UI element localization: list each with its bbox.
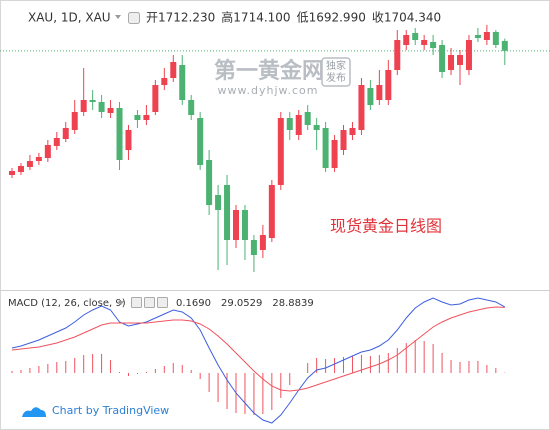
candle-body (412, 33, 419, 40)
candle-body (134, 115, 141, 120)
candle-body (295, 115, 302, 135)
readout-value: 1692.990 (309, 11, 366, 25)
candle-body (457, 55, 463, 65)
candle-body (394, 40, 401, 70)
candle-body (152, 85, 159, 112)
candle-body (125, 130, 132, 150)
candle-body (313, 125, 320, 130)
legend-value: 0.1690 (176, 298, 211, 309)
candle-body (62, 128, 69, 139)
candle-body (474, 35, 481, 38)
candle-body (98, 102, 105, 112)
candle-body (224, 185, 231, 240)
candle-body (53, 138, 60, 146)
candle-body (367, 88, 374, 105)
chart-title: XAU, 1D, XAU (28, 11, 111, 25)
dropdown-icon[interactable] (115, 15, 121, 19)
settings-icon[interactable] (128, 12, 140, 24)
candle-body (483, 32, 490, 40)
candle-body (421, 40, 428, 45)
tradingview-logo[interactable]: Chart by TradingView (22, 404, 169, 417)
candle-body (241, 210, 248, 240)
candle-body (259, 235, 266, 250)
logo-cloud (22, 407, 46, 417)
watermark: 第一黄金网 独家 发布 www.dyhjw.com (214, 57, 351, 97)
candle-body (385, 70, 392, 100)
watermark-badge: 独家 (326, 59, 346, 72)
readout-name: 收 (372, 11, 384, 25)
macd-line (11, 306, 505, 392)
dropdown-icon[interactable] (118, 301, 124, 305)
readout-name: 低 (297, 11, 309, 25)
candle-body (349, 128, 356, 135)
candle-body (439, 45, 446, 72)
candle-body (116, 108, 123, 160)
candle-body (304, 112, 311, 125)
readout-value: 1714.100 (233, 11, 290, 25)
candle-body (80, 100, 87, 112)
candle-body (448, 55, 455, 70)
candle-body (465, 40, 472, 70)
readout-name: 高 (221, 10, 233, 25)
candles (9, 25, 508, 272)
candle-body (286, 118, 293, 130)
candle-body (322, 128, 329, 168)
candle-body (430, 42, 437, 48)
readout-value: 1712.230 (158, 11, 215, 25)
candle-body (206, 160, 213, 205)
candle-body (170, 62, 177, 78)
indicator-icon[interactable] (131, 297, 142, 308)
candle-body (501, 40, 508, 51)
legend-value: 28.8839 (272, 298, 313, 309)
legend-value: 29.0529 (221, 298, 262, 309)
candle-body (277, 118, 284, 185)
candle-body (215, 195, 222, 210)
candle-body (358, 85, 365, 130)
candle-body (250, 240, 257, 255)
candle-body (179, 65, 186, 100)
indicator-title: MACD (12, 26, close, 9) (8, 298, 126, 309)
candle-body (26, 161, 33, 167)
candle-body (268, 185, 275, 238)
readout-value: 1704.340 (384, 11, 441, 25)
footer-text[interactable]: Chart by TradingView (52, 404, 169, 417)
candle-body (107, 108, 114, 113)
candle-body (143, 115, 150, 120)
watermark-badge: 发布 (326, 71, 346, 84)
candle-body (331, 140, 338, 168)
watermark-badge-box (321, 57, 351, 87)
watermark-site: www.dyhjw.com (218, 84, 319, 97)
candle-body (197, 118, 204, 165)
readout-name: 开 (146, 11, 158, 25)
candle-body (340, 130, 347, 150)
candle-body (233, 210, 239, 240)
candle-body (35, 157, 42, 161)
candle-body (492, 32, 499, 45)
candle-body (89, 100, 96, 102)
annotation: 现货黄金日线图 (330, 217, 442, 236)
candle-body (44, 145, 51, 158)
watermark-brand: 第一黄金网 (214, 58, 324, 84)
candle-body (161, 78, 168, 85)
candle-body (188, 100, 195, 115)
indicator-icon[interactable] (157, 297, 168, 308)
candle-body (71, 112, 78, 130)
indicator-icon[interactable] (144, 297, 155, 308)
candle-body (9, 171, 15, 175)
candle-body (17, 166, 24, 172)
candle-body (376, 85, 383, 100)
macd-line (11, 297, 506, 424)
candle-body (403, 35, 410, 45)
